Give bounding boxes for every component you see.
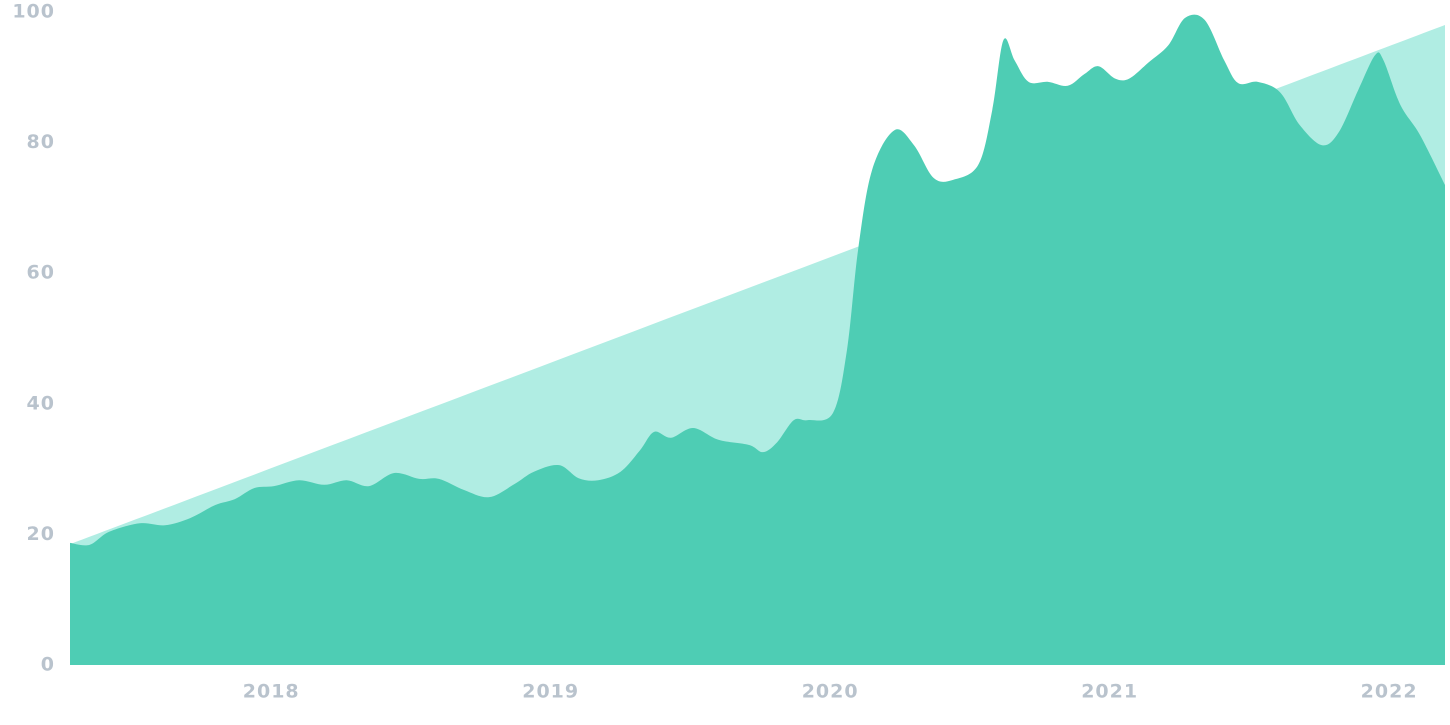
y-tick-label: 60 <box>27 262 55 284</box>
x-tick-label: 2021 <box>1081 681 1138 703</box>
area <box>70 14 1445 666</box>
x-tick-label: 2018 <box>243 681 300 703</box>
x-tick-label: 2019 <box>522 681 579 703</box>
y-tick-label: 0 <box>41 654 55 676</box>
y-tick-label: 40 <box>27 392 55 414</box>
y-tick-label: 100 <box>12 1 55 23</box>
x-tick-label: 2022 <box>1361 681 1418 703</box>
y-tick-label: 20 <box>27 523 55 545</box>
x-tick-label: 2020 <box>802 681 859 703</box>
y-tick-label: 80 <box>27 131 55 153</box>
